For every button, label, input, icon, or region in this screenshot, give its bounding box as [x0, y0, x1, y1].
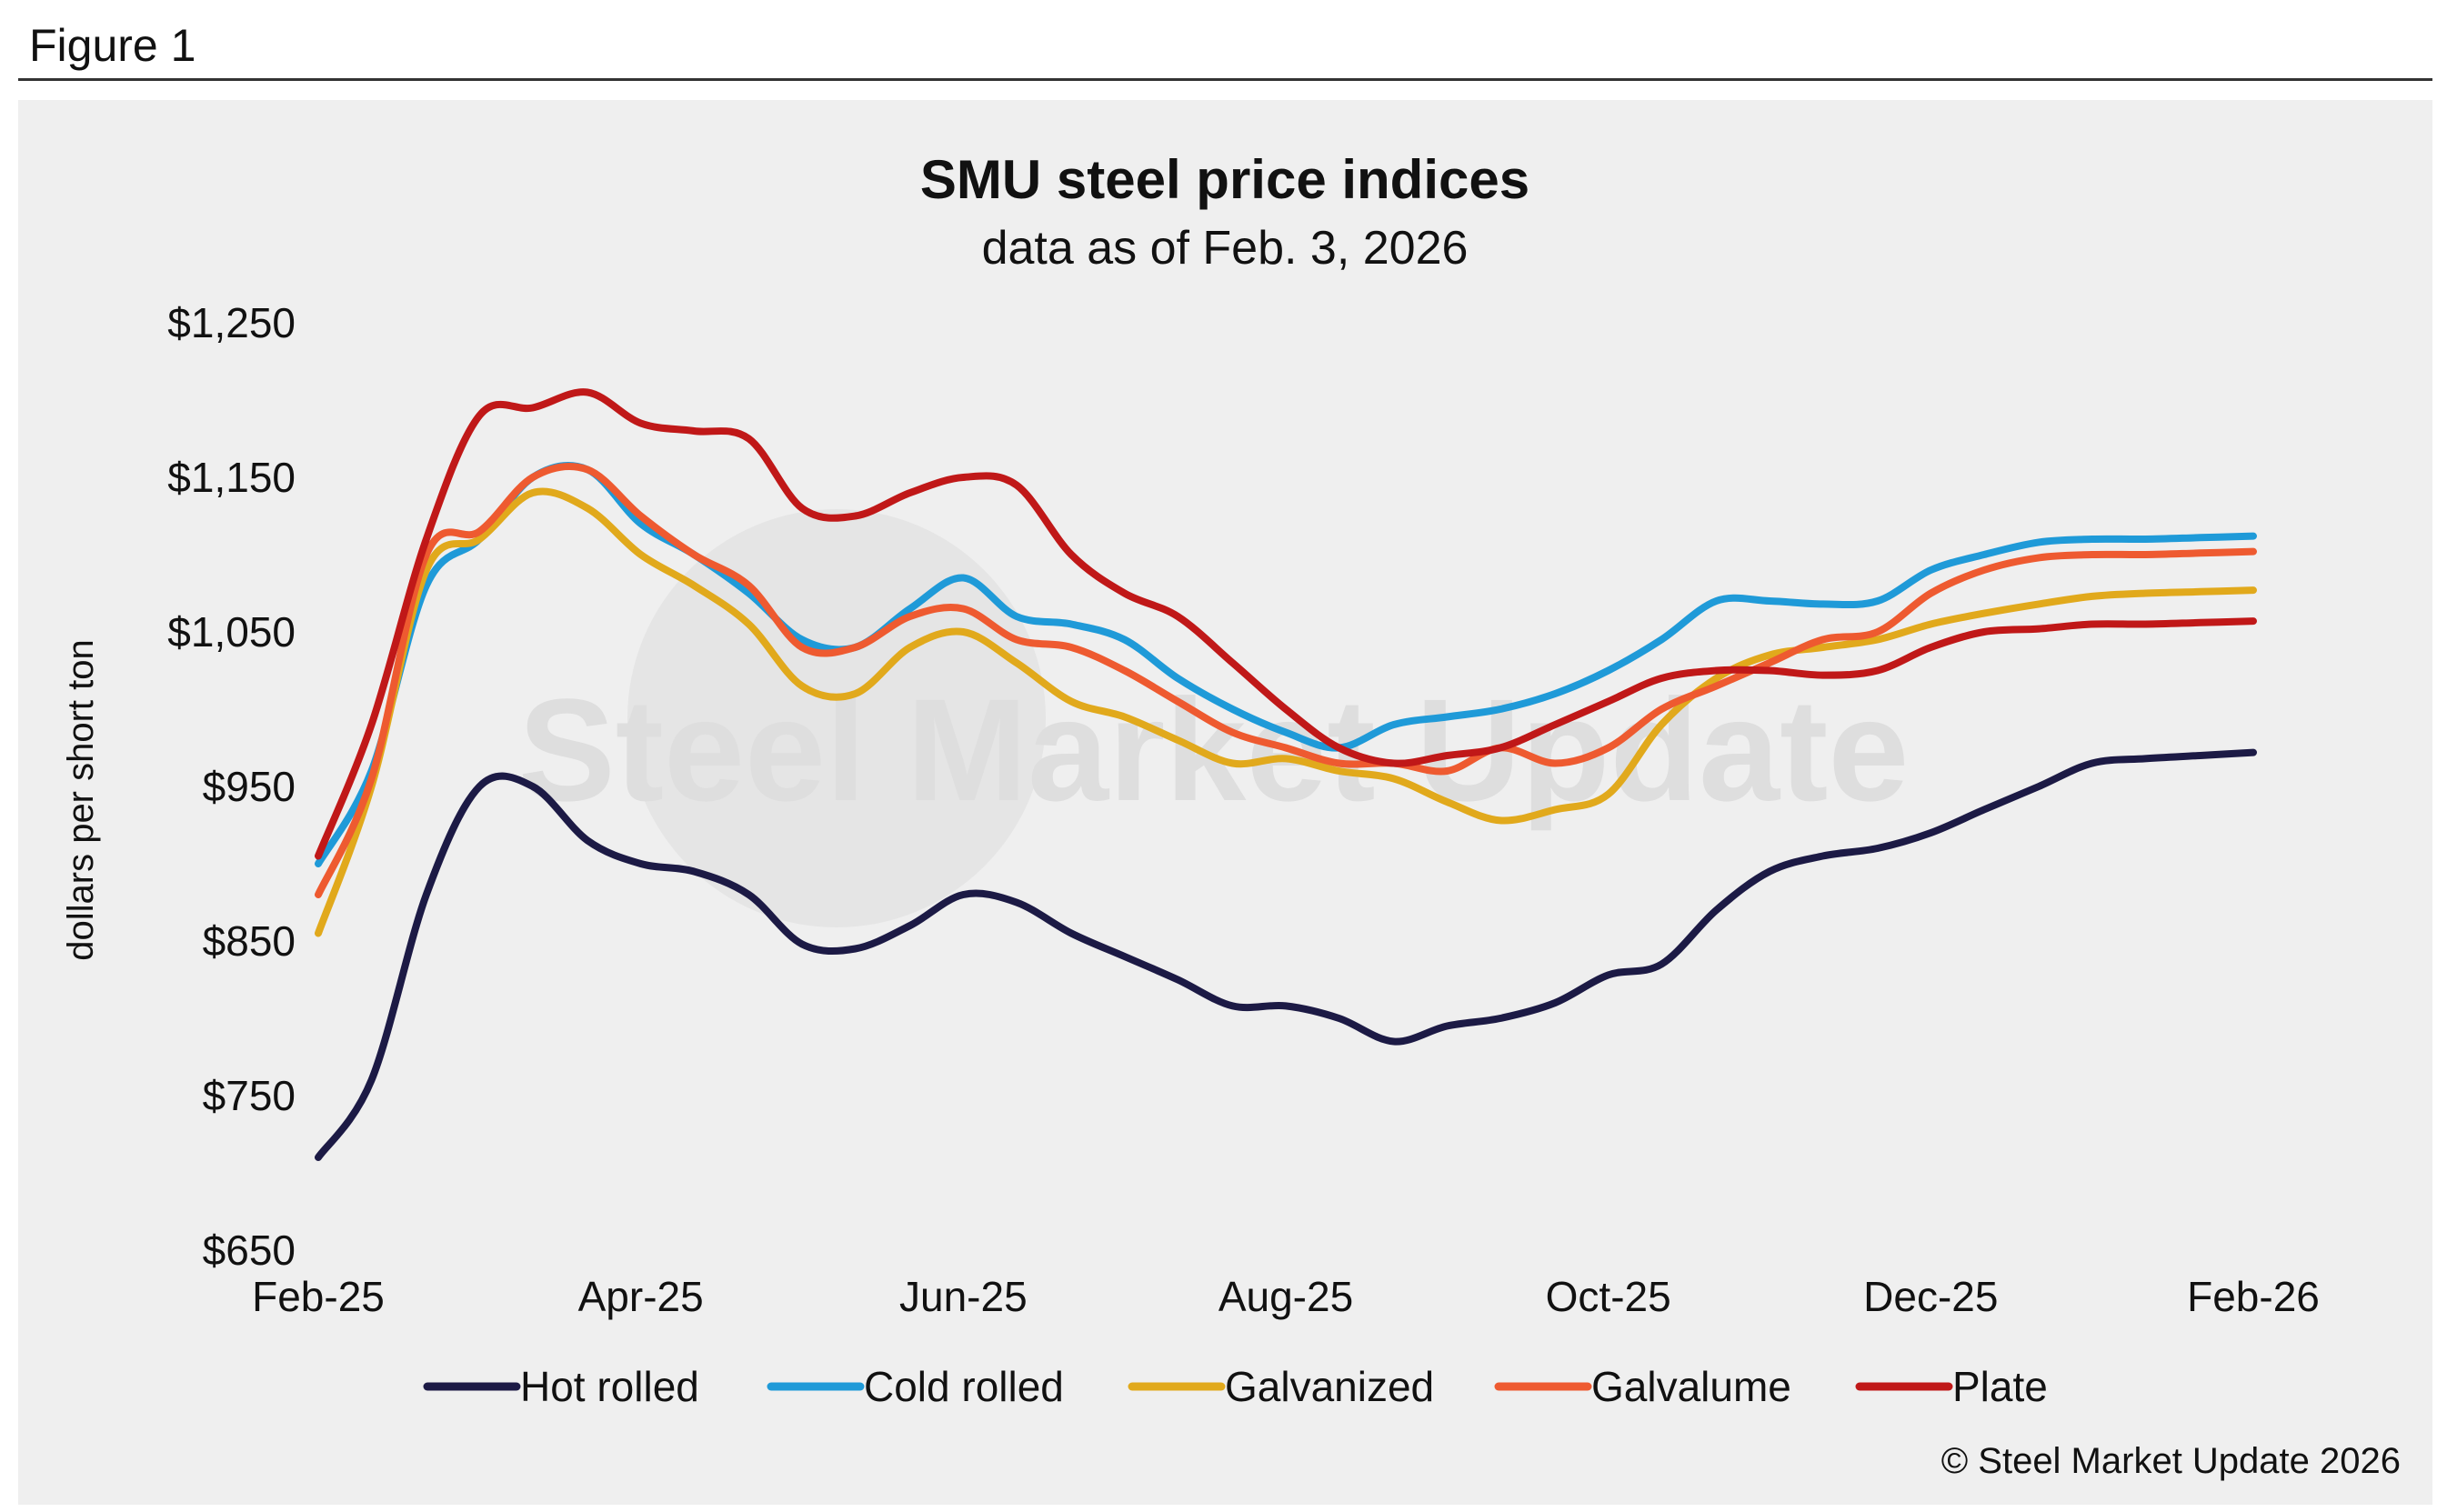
legend-label-galvalume: Galvalume: [1591, 1363, 1791, 1410]
y-axis-ticks: $650 $750 $850 $950 $1,050 $1,150 $1,250: [167, 299, 296, 1274]
legend-label-cold-rolled: Cold rolled: [864, 1363, 1064, 1410]
x-tick-label: Oct-25: [1546, 1273, 1671, 1320]
y-tick-label: $650: [203, 1227, 296, 1274]
header-divider: [18, 78, 2432, 81]
y-tick-label: $1,150: [167, 454, 296, 501]
x-tick-label: Apr-25: [578, 1273, 704, 1320]
series-line-galvanized: [315, 487, 2257, 937]
y-tick-label: $750: [203, 1072, 296, 1119]
legend: Hot rolled Cold rolled Galvanized Galvalume…: [423, 1363, 2048, 1410]
y-tick-label: $1,250: [167, 299, 296, 346]
copyright-note: © Steel Market Update 2026: [1941, 1441, 2401, 1481]
figure-label: Figure 1: [29, 20, 196, 71]
series-lines: [315, 388, 2257, 1161]
y-tick-label: $1,050: [167, 608, 296, 656]
chart-panel: Steel Market Update SMU steel price indi…: [18, 100, 2432, 1505]
y-tick-label: $950: [203, 763, 296, 810]
x-tick-label: Feb-26: [2187, 1273, 2320, 1320]
series-line-galvalume: [315, 463, 2257, 898]
series-line-plate: [315, 388, 2257, 860]
y-axis-label: dollars per short ton: [61, 639, 101, 961]
chart-title: SMU steel price indices: [920, 149, 1529, 210]
x-tick-label: Dec-25: [1863, 1273, 1998, 1320]
legend-label-plate: Plate: [1952, 1363, 2048, 1410]
x-tick-label: Jun-25: [899, 1273, 1028, 1320]
y-tick-label: $850: [203, 917, 296, 965]
series-line-hot-rolled: [315, 748, 2257, 1161]
x-axis-ticks: Feb-25 Apr-25 Jun-25 Aug-25 Oct-25 Dec-25 Feb-…: [252, 1273, 2320, 1320]
x-tick-label: Aug-25: [1218, 1273, 1353, 1320]
legend-label-hot-rolled: Hot rolled: [520, 1363, 699, 1410]
x-tick-label: Feb-25: [252, 1273, 385, 1320]
line-chart: Steel Market Update SMU steel price indi…: [61, 149, 2401, 1481]
chart-subtitle: data as of Feb. 3, 2026: [982, 222, 1469, 275]
legend-label-galvanized: Galvanized: [1225, 1363, 1434, 1410]
